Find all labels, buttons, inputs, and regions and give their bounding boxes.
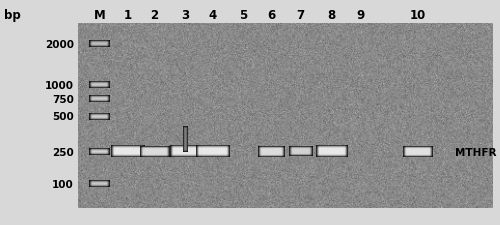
Text: 500: 500 <box>52 112 74 122</box>
Text: M: M <box>94 9 106 22</box>
Text: 1: 1 <box>123 9 132 22</box>
Text: 750: 750 <box>52 94 74 104</box>
Text: bp: bp <box>4 9 21 22</box>
Text: 100: 100 <box>52 179 74 189</box>
Text: 9: 9 <box>356 9 364 22</box>
Text: 250: 250 <box>52 147 74 157</box>
Text: 2: 2 <box>150 9 158 22</box>
Text: 7: 7 <box>296 9 305 22</box>
Text: 2000: 2000 <box>45 40 74 50</box>
Text: 1000: 1000 <box>45 81 74 90</box>
Text: 8: 8 <box>328 9 336 22</box>
Text: 3: 3 <box>182 9 190 22</box>
Text: 6: 6 <box>268 9 276 22</box>
Text: 5: 5 <box>240 9 248 22</box>
Text: 10: 10 <box>410 9 426 22</box>
Text: MTHFR: MTHFR <box>454 147 496 157</box>
Text: 4: 4 <box>208 9 216 22</box>
